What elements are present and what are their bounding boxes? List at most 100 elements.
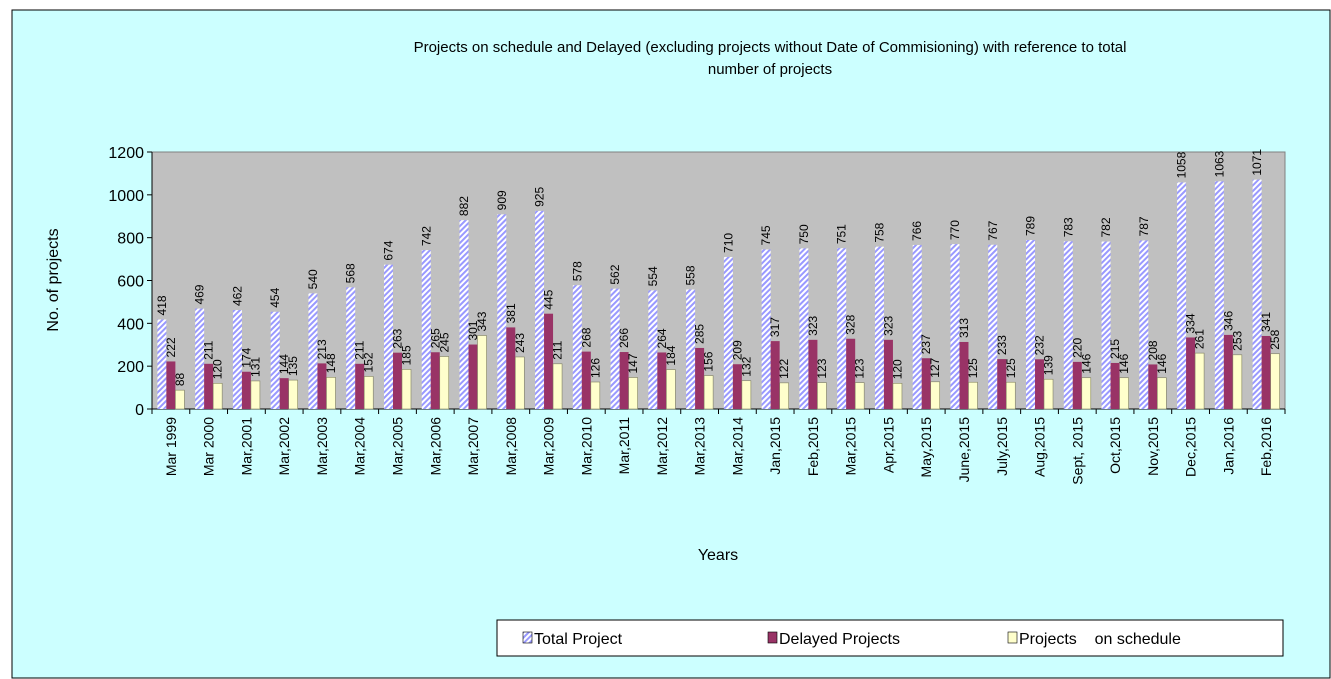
value-label: 265 <box>428 328 442 348</box>
value-label: 211 <box>551 340 565 359</box>
value-label: 125 <box>1004 358 1018 378</box>
value-label: 758 <box>872 222 886 242</box>
value-label: 328 <box>844 314 858 334</box>
x-tick-label: Mar,2001 <box>238 417 254 476</box>
legend-swatch <box>1007 631 1018 644</box>
value-label: 258 <box>1268 329 1282 349</box>
value-label: 245 <box>437 332 451 352</box>
bar <box>1252 179 1262 409</box>
value-label: 233 <box>995 335 1009 355</box>
bar <box>552 363 563 410</box>
bar <box>1214 181 1224 409</box>
legend-label: Delayed Projects <box>779 631 900 648</box>
value-label: 135 <box>286 356 300 376</box>
bar <box>799 248 809 409</box>
bar <box>346 287 356 409</box>
bar <box>581 351 591 409</box>
bar <box>430 352 440 409</box>
x-tick-label: Mar 2000 <box>201 417 217 476</box>
value-label: 263 <box>390 328 404 348</box>
x-tick-label: Feb,2016 <box>1258 417 1274 476</box>
value-label: 751 <box>835 224 849 244</box>
value-label: 211 <box>202 340 216 359</box>
chart-title: number of projects <box>708 61 832 78</box>
bar <box>770 341 780 409</box>
bar <box>1072 361 1082 409</box>
bar <box>1026 240 1036 409</box>
value-label: 787 <box>1137 216 1151 236</box>
bar <box>1101 241 1111 409</box>
value-label: 782 <box>1099 217 1113 237</box>
bar <box>1223 334 1233 409</box>
value-label: 211 <box>353 340 367 359</box>
value-label: 882 <box>457 196 471 216</box>
bar <box>1119 377 1129 410</box>
x-tick-label: Mar,2006 <box>427 417 443 476</box>
bar <box>514 356 525 410</box>
value-label: 445 <box>542 289 556 309</box>
y-tick-label: 600 <box>117 274 144 291</box>
value-label: 578 <box>570 261 584 281</box>
value-label: 213 <box>315 339 329 359</box>
value-label: 125 <box>966 358 980 378</box>
y-tick-label: 1000 <box>108 188 144 205</box>
x-tick-label: Mar,2007 <box>465 417 481 476</box>
value-label: 148 <box>324 353 338 373</box>
x-tick-label: Mar 1999 <box>163 417 179 476</box>
value-label: 454 <box>268 287 282 307</box>
bar <box>383 264 393 409</box>
value-label: 266 <box>617 328 631 348</box>
value-label: 285 <box>693 324 707 344</box>
value-label: 343 <box>475 311 489 331</box>
value-label: 317 <box>768 317 782 337</box>
bar <box>317 363 327 409</box>
value-label: 745 <box>759 225 773 245</box>
bar <box>1005 381 1016 410</box>
y-axis-title: No. of projects <box>45 228 62 331</box>
bar <box>1081 377 1092 410</box>
bar <box>1043 378 1054 410</box>
bar <box>1148 364 1158 409</box>
value-label: 123 <box>853 358 867 378</box>
value-label: 674 <box>381 240 395 260</box>
bar <box>1035 359 1045 409</box>
value-label: 156 <box>702 351 716 371</box>
bar <box>741 380 752 410</box>
value-label: 925 <box>533 187 547 207</box>
bar <box>401 369 412 410</box>
value-label: 750 <box>797 224 811 244</box>
bar <box>355 363 365 409</box>
bar <box>241 371 251 409</box>
value-label: 88 <box>173 372 187 386</box>
legend <box>496 619 1284 657</box>
x-tick-label: June,2015 <box>956 417 972 483</box>
value-label: 123 <box>815 358 829 378</box>
value-label: 767 <box>986 220 1000 240</box>
value-label: 222 <box>164 337 178 357</box>
bar <box>837 248 847 409</box>
value-label: 174 <box>239 347 253 367</box>
value-label: 346 <box>1221 311 1235 331</box>
bar <box>459 220 469 409</box>
bar <box>279 378 289 409</box>
value-label: 253 <box>1230 330 1244 350</box>
bar <box>326 377 336 410</box>
bar <box>392 352 402 409</box>
value-label: 185 <box>399 345 413 365</box>
bar <box>610 288 620 409</box>
chart-title: Projects on schedule and Delayed (exclud… <box>414 39 1127 56</box>
x-tick-label: July,2015 <box>994 417 1010 476</box>
value-label: 789 <box>1024 216 1038 236</box>
bar <box>779 382 789 410</box>
bar <box>666 369 676 410</box>
y-tick-label: 800 <box>117 231 144 248</box>
y-tick-label: 200 <box>117 359 144 376</box>
bar <box>421 250 431 409</box>
value-label: 462 <box>230 286 244 306</box>
value-label: 146 <box>1117 353 1131 373</box>
x-tick-label: Nov,2015 <box>1145 417 1161 476</box>
bar <box>732 364 742 409</box>
bar <box>204 363 214 409</box>
bar <box>308 293 318 409</box>
